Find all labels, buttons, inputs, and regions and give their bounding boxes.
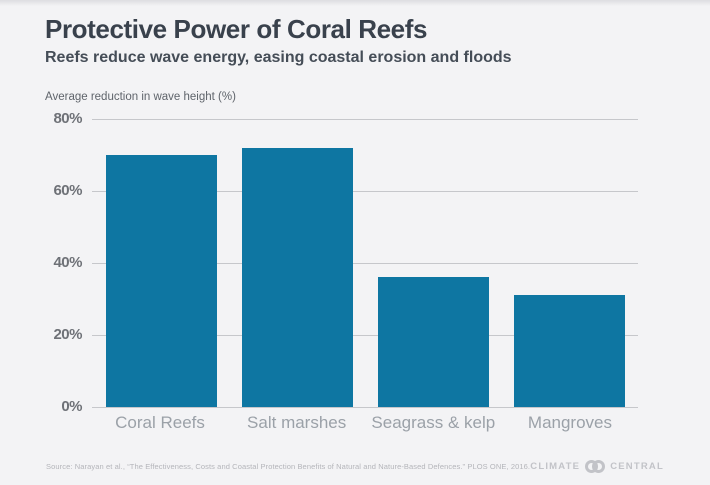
x-category-label-salt-marshes: Salt marshes	[247, 413, 347, 432]
bar-slot	[501, 119, 637, 407]
bar-slot	[93, 119, 229, 407]
gridline-60	[92, 190, 638, 192]
bar-coral-reefs	[105, 155, 217, 407]
plot-area	[92, 118, 638, 408]
chart-title: Protective Power of Coral Reefs	[45, 14, 428, 44]
chart-subtitle: Reefs reduce wave energy, easing coastal…	[45, 49, 512, 66]
bar-mangroves	[513, 295, 625, 407]
gridline-20	[92, 334, 638, 336]
x-category-label-mangroves: Mangroves	[527, 413, 613, 432]
y-tick-label-20: 20%	[53, 326, 82, 343]
x-axis-category-labels: Coral Reefs Salt marshes Seagrass & kelp Ma…	[92, 413, 638, 433]
top-edge-strip	[0, 0, 710, 6]
interlocking-cc-icon	[583, 459, 607, 474]
bar-slot	[229, 119, 365, 407]
bar-salt-marshes	[241, 147, 353, 407]
gridline-0	[92, 406, 638, 408]
y-tick-label-60: 60%	[53, 182, 82, 199]
bar-slot	[365, 119, 501, 407]
bar-seagrass-kelp	[377, 277, 489, 407]
y-axis-title: Average reduction in wave height (%)	[45, 91, 236, 103]
gridline-80	[92, 118, 638, 120]
source-attribution: Source: Narayan et al., “The Effectivene…	[46, 462, 531, 471]
x-category-label-seagrass-kelp: Seagrass & kelp	[371, 413, 496, 432]
climate-central-logo: CLIMATE CENTRAL	[530, 459, 664, 474]
y-tick-label-80: 80%	[53, 110, 82, 127]
brand-word-central: CENTRAL	[610, 461, 664, 472]
brand-word-climate: CLIMATE	[530, 461, 581, 472]
y-tick-label-40: 40%	[53, 254, 82, 271]
bars-layer	[92, 119, 638, 407]
x-category-label-coral-reefs: Coral Reefs	[115, 413, 205, 432]
gridline-40	[92, 262, 638, 264]
y-tick-label-0: 0%	[61, 398, 82, 415]
